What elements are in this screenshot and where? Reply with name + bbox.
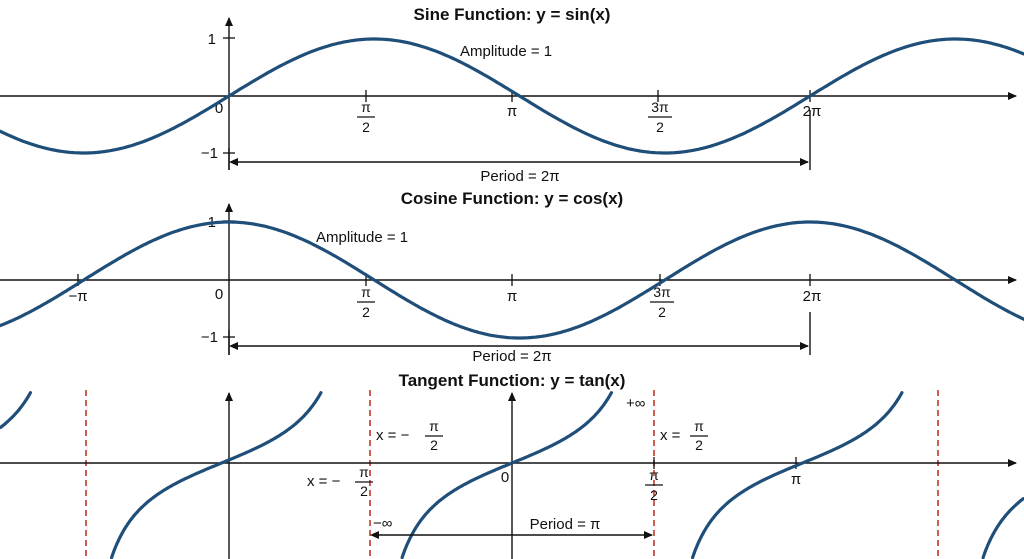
cosine-amplitude-label: Amplitude = 1	[316, 229, 408, 246]
frac-denominator: 2	[360, 483, 368, 499]
asym-label-text: x = −	[307, 473, 341, 490]
tangent-origin-label: 0	[501, 469, 509, 486]
frac-numerator: π	[694, 418, 704, 434]
frac-denominator: 2	[658, 304, 666, 320]
sine-panel: Sine Function: y = sin(x) 1 −1 0 π 2 π 3…	[0, 5, 1024, 185]
sine-y-label-1: 1	[208, 31, 216, 48]
frac-numerator: π	[649, 467, 659, 483]
cosine-y-label-minus1: −1	[201, 329, 218, 346]
frac-denominator: 2	[430, 437, 438, 453]
tangent-x-label-pi: π	[791, 471, 801, 488]
frac-numerator: 3π	[653, 284, 671, 300]
cosine-period-label: Period = 2π	[472, 348, 551, 365]
asym-label-text: x =	[660, 427, 681, 444]
frac-numerator: π	[429, 418, 439, 434]
tangent-branch-4	[691, 391, 904, 559]
cosine-title: Cosine Function: y = cos(x)	[401, 189, 623, 208]
sine-x-label-pi: π	[507, 103, 517, 120]
cosine-x-label-halfpi: π 2	[357, 284, 375, 320]
tangent-branch-2	[110, 391, 323, 559]
cosine-x-label-3halfpi: 3π 2	[650, 284, 674, 320]
tangent-branch-5	[981, 497, 1024, 559]
tangent-title: Tangent Function: y = tan(x)	[399, 371, 626, 390]
cosine-curve	[0, 220, 1024, 340]
asymptote-label-minus-halfpi-upper: x = − π 2	[376, 418, 443, 453]
frac-denominator: 2	[656, 119, 664, 135]
asymptote-label-minus-halfpi-lower: x = − π 2	[307, 464, 373, 499]
minus-infinity-label: −∞	[373, 515, 393, 532]
frac-numerator: π	[361, 99, 371, 115]
sine-amplitude-label: Amplitude = 1	[460, 43, 552, 60]
tangent-period-label: Period = π	[530, 516, 601, 533]
sine-x-label-2pi: 2π	[803, 103, 822, 120]
frac-numerator: π	[361, 284, 371, 300]
frac-denominator: 2	[362, 119, 370, 135]
cosine-x-label-minuspi: −π	[68, 288, 87, 305]
frac-denominator: 2	[695, 437, 703, 453]
plus-infinity-label: +∞	[626, 395, 646, 412]
sine-x-label-halfpi: π 2	[357, 99, 375, 135]
frac-denominator: 2	[650, 487, 658, 503]
asym-label-text: x = −	[376, 427, 410, 444]
cosine-panel: Cosine Function: y = cos(x) 1 −1 0 −π π …	[0, 189, 1024, 365]
asymptote-label-halfpi: x = π 2	[660, 418, 708, 453]
sine-origin-label: 0	[215, 100, 223, 117]
frac-numerator: π	[359, 464, 369, 480]
sine-x-label-3halfpi: 3π 2	[648, 99, 672, 135]
sine-title: Sine Function: y = sin(x)	[414, 5, 611, 24]
frac-numerator: 3π	[651, 99, 669, 115]
tangent-branch-1	[0, 391, 32, 429]
sine-curve	[0, 37, 1024, 155]
sine-period-label: Period = 2π	[480, 168, 559, 185]
sine-y-label-minus1: −1	[201, 145, 218, 162]
cosine-origin-label: 0	[215, 286, 223, 303]
cosine-x-label-pi: π	[507, 288, 517, 305]
cosine-x-label-2pi: 2π	[803, 288, 822, 305]
tangent-panel: Tangent Function: y = tan(x) 0 π 2 π x =…	[0, 371, 1024, 559]
frac-denominator: 2	[362, 304, 370, 320]
tangent-branch-3	[400, 391, 613, 559]
tangent-x-label-halfpi: π 2	[645, 467, 663, 503]
